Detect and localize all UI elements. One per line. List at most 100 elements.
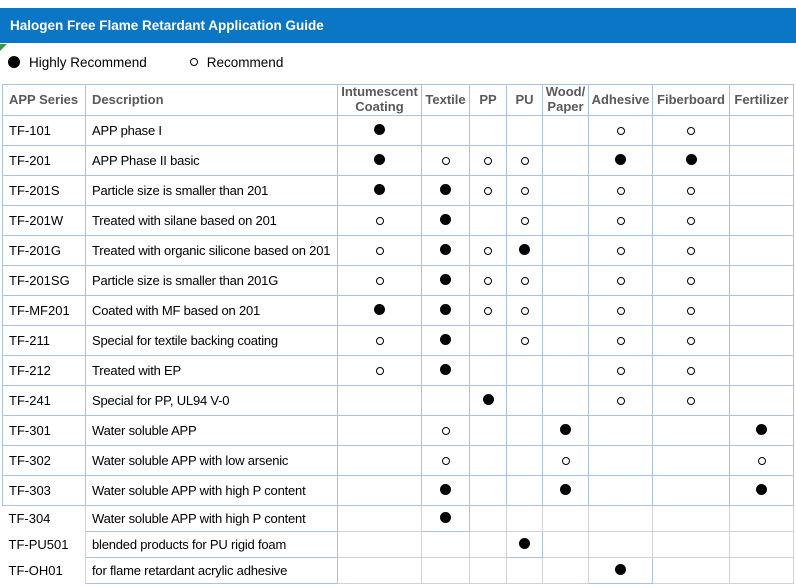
mark-cell-intumescent-coating[interactable] bbox=[337, 475, 422, 506]
mark-cell-textile[interactable] bbox=[421, 415, 470, 446]
series-cell[interactable]: TF-201G bbox=[2, 235, 86, 266]
mark-cell-pp[interactable] bbox=[469, 175, 507, 206]
mark-cell-fertilizer[interactable] bbox=[729, 325, 794, 356]
mark-cell-fiberboard[interactable] bbox=[652, 505, 730, 532]
mark-cell-adhesive[interactable] bbox=[588, 445, 653, 476]
mark-cell-fiberboard[interactable] bbox=[652, 295, 730, 326]
mark-cell-pu[interactable] bbox=[506, 531, 543, 558]
description-cell[interactable]: Water soluble APP with low arsenic bbox=[85, 445, 338, 476]
mark-cell-pp[interactable] bbox=[469, 115, 507, 146]
mark-cell-pp[interactable] bbox=[469, 475, 507, 506]
mark-cell-pp[interactable] bbox=[469, 145, 507, 176]
mark-cell-textile[interactable] bbox=[421, 115, 470, 146]
series-cell[interactable]: TF-211 bbox=[2, 325, 86, 356]
mark-cell-textile[interactable] bbox=[421, 531, 470, 558]
description-cell[interactable]: Special for textile backing coating bbox=[85, 325, 338, 356]
series-cell[interactable]: TF-241 bbox=[2, 385, 86, 416]
mark-cell-textile[interactable] bbox=[421, 265, 470, 296]
column-header-fertilizer[interactable]: Fertilizer bbox=[729, 84, 794, 116]
column-header-app-series[interactable]: APP Series bbox=[2, 84, 86, 116]
mark-cell-fertilizer[interactable] bbox=[729, 355, 794, 386]
mark-cell-intumescent-coating[interactable] bbox=[337, 145, 422, 176]
mark-cell-adhesive[interactable] bbox=[588, 385, 653, 416]
mark-cell-fiberboard[interactable] bbox=[652, 475, 730, 506]
mark-cell-textile[interactable] bbox=[421, 385, 470, 416]
mark-cell-fertilizer[interactable] bbox=[729, 205, 794, 236]
mark-cell-pp[interactable] bbox=[469, 295, 507, 326]
mark-cell-pu[interactable] bbox=[506, 325, 543, 356]
mark-cell-fertilizer[interactable] bbox=[729, 557, 794, 584]
column-header-wood-paper[interactable]: Wood/ Paper bbox=[542, 84, 589, 116]
mark-cell-fiberboard[interactable] bbox=[652, 385, 730, 416]
mark-cell-wood-paper[interactable] bbox=[542, 265, 589, 296]
mark-cell-pu[interactable] bbox=[506, 557, 543, 584]
mark-cell-pp[interactable] bbox=[469, 531, 507, 558]
mark-cell-fertilizer[interactable] bbox=[729, 175, 794, 206]
mark-cell-fertilizer[interactable] bbox=[729, 531, 794, 558]
description-cell[interactable]: for flame retardant acrylic adhesive bbox=[85, 557, 338, 584]
mark-cell-adhesive[interactable] bbox=[588, 295, 653, 326]
mark-cell-pu[interactable] bbox=[506, 175, 543, 206]
mark-cell-fiberboard[interactable] bbox=[652, 235, 730, 266]
mark-cell-intumescent-coating[interactable] bbox=[337, 557, 422, 584]
mark-cell-intumescent-coating[interactable] bbox=[337, 355, 422, 386]
mark-cell-textile[interactable] bbox=[421, 355, 470, 386]
description-cell[interactable]: Particle size is smaller than 201G bbox=[85, 265, 338, 296]
mark-cell-pp[interactable] bbox=[469, 355, 507, 386]
mark-cell-wood-paper[interactable] bbox=[542, 325, 589, 356]
mark-cell-fiberboard[interactable] bbox=[652, 205, 730, 236]
description-cell[interactable]: Coated with MF based on 201 bbox=[85, 295, 338, 326]
mark-cell-pu[interactable] bbox=[506, 235, 543, 266]
mark-cell-pu[interactable] bbox=[506, 295, 543, 326]
mark-cell-intumescent-coating[interactable] bbox=[337, 175, 422, 206]
mark-cell-fertilizer[interactable] bbox=[729, 235, 794, 266]
mark-cell-adhesive[interactable] bbox=[588, 505, 653, 532]
mark-cell-adhesive[interactable] bbox=[588, 175, 653, 206]
mark-cell-textile[interactable] bbox=[421, 235, 470, 266]
mark-cell-pp[interactable] bbox=[469, 265, 507, 296]
series-cell[interactable]: TF-304 bbox=[2, 505, 86, 532]
mark-cell-pp[interactable] bbox=[469, 557, 507, 584]
series-cell[interactable]: TF-201S bbox=[2, 175, 86, 206]
mark-cell-pp[interactable] bbox=[469, 235, 507, 266]
mark-cell-intumescent-coating[interactable] bbox=[337, 265, 422, 296]
mark-cell-fiberboard[interactable] bbox=[652, 445, 730, 476]
mark-cell-pu[interactable] bbox=[506, 205, 543, 236]
mark-cell-pp[interactable] bbox=[469, 325, 507, 356]
mark-cell-intumescent-coating[interactable] bbox=[337, 445, 422, 476]
mark-cell-pp[interactable] bbox=[469, 415, 507, 446]
series-cell[interactable]: TF-OH01 bbox=[2, 557, 86, 584]
mark-cell-wood-paper[interactable] bbox=[542, 235, 589, 266]
mark-cell-fiberboard[interactable] bbox=[652, 115, 730, 146]
description-cell[interactable]: Treated with organic silicone based on 2… bbox=[85, 235, 338, 266]
mark-cell-pu[interactable] bbox=[506, 475, 543, 506]
mark-cell-wood-paper[interactable] bbox=[542, 175, 589, 206]
description-cell[interactable]: APP phase I bbox=[85, 115, 338, 146]
mark-cell-wood-paper[interactable] bbox=[542, 355, 589, 386]
series-cell[interactable]: TF-201SG bbox=[2, 265, 86, 296]
mark-cell-fiberboard[interactable] bbox=[652, 265, 730, 296]
mark-cell-adhesive[interactable] bbox=[588, 325, 653, 356]
mark-cell-fertilizer[interactable] bbox=[729, 505, 794, 532]
mark-cell-wood-paper[interactable] bbox=[542, 205, 589, 236]
description-cell[interactable]: APP Phase II basic bbox=[85, 145, 338, 176]
series-cell[interactable]: TF-303 bbox=[2, 475, 86, 506]
mark-cell-textile[interactable] bbox=[421, 557, 470, 584]
mark-cell-wood-paper[interactable] bbox=[542, 145, 589, 176]
description-cell[interactable]: Treated with EP bbox=[85, 355, 338, 386]
mark-cell-adhesive[interactable] bbox=[588, 475, 653, 506]
series-cell[interactable]: TF-301 bbox=[2, 415, 86, 446]
mark-cell-intumescent-coating[interactable] bbox=[337, 531, 422, 558]
mark-cell-fiberboard[interactable] bbox=[652, 325, 730, 356]
mark-cell-wood-paper[interactable] bbox=[542, 531, 589, 558]
column-header-pp[interactable]: PP bbox=[469, 84, 507, 116]
mark-cell-adhesive[interactable] bbox=[588, 235, 653, 266]
description-cell[interactable]: Water soluble APP bbox=[85, 415, 338, 446]
mark-cell-pp[interactable] bbox=[469, 205, 507, 236]
mark-cell-fiberboard[interactable] bbox=[652, 175, 730, 206]
mark-cell-wood-paper[interactable] bbox=[542, 385, 589, 416]
mark-cell-pu[interactable] bbox=[506, 145, 543, 176]
mark-cell-fertilizer[interactable] bbox=[729, 415, 794, 446]
mark-cell-textile[interactable] bbox=[421, 505, 470, 532]
mark-cell-fiberboard[interactable] bbox=[652, 531, 730, 558]
